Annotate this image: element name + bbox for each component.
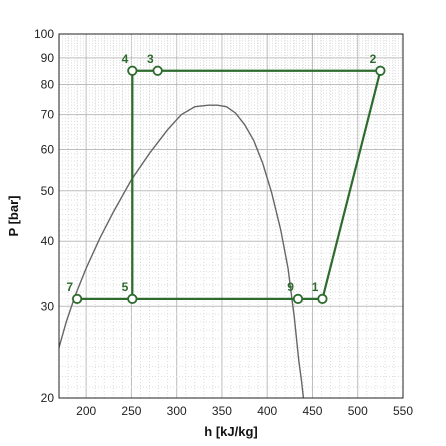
y-axis-label: P [bar] xyxy=(6,196,21,237)
x-tick-label: 250 xyxy=(121,404,141,418)
state-point-marker xyxy=(152,65,163,76)
y-tick-label: 90 xyxy=(41,51,55,65)
state-point-label: 5 xyxy=(122,280,129,294)
y-tick-label: 70 xyxy=(41,108,55,122)
state-point-marker xyxy=(375,65,386,76)
x-tick-label: 450 xyxy=(302,404,322,418)
x-axis-label: h [kJ/kg] xyxy=(204,424,257,439)
y-tick-label: 40 xyxy=(41,234,55,248)
x-tick-label: 500 xyxy=(348,404,368,418)
x-tick-label: 200 xyxy=(76,404,96,418)
state-point-label: 3 xyxy=(147,52,154,66)
y-tick-label: 60 xyxy=(41,143,55,157)
grid xyxy=(58,33,404,399)
y-tick-label: 80 xyxy=(41,77,55,91)
x-tick-label: 300 xyxy=(167,404,187,418)
state-point-label: 7 xyxy=(66,280,73,294)
state-point-marker xyxy=(317,293,328,304)
y-tick-label: 50 xyxy=(41,184,55,198)
state-point-label: 2 xyxy=(370,52,377,66)
y-tick-label: 30 xyxy=(41,299,55,313)
y-tick-label: 20 xyxy=(41,391,55,405)
state-point-label: 4 xyxy=(122,52,129,66)
point-markers: 1 2 3 4 5 7 9 xyxy=(66,52,386,304)
state-point-label: 9 xyxy=(287,280,294,294)
plot-frame xyxy=(58,33,404,399)
state-point-marker xyxy=(127,293,138,304)
saturation-dome-line xyxy=(58,104,305,399)
x-tick-label: 350 xyxy=(212,404,232,418)
tick-labels: 200 250 300 350 400 450 500 550 20 30 40 50 60 70 80 90… xyxy=(34,27,413,418)
state-point-marker xyxy=(292,293,304,304)
state-point-marker xyxy=(72,293,83,304)
x-tick-label: 400 xyxy=(257,404,277,418)
state-point-marker xyxy=(127,65,138,76)
x-tick-label: 550 xyxy=(393,404,413,418)
state-point-label: 1 xyxy=(312,280,319,294)
y-tick-label: 100 xyxy=(34,27,54,41)
